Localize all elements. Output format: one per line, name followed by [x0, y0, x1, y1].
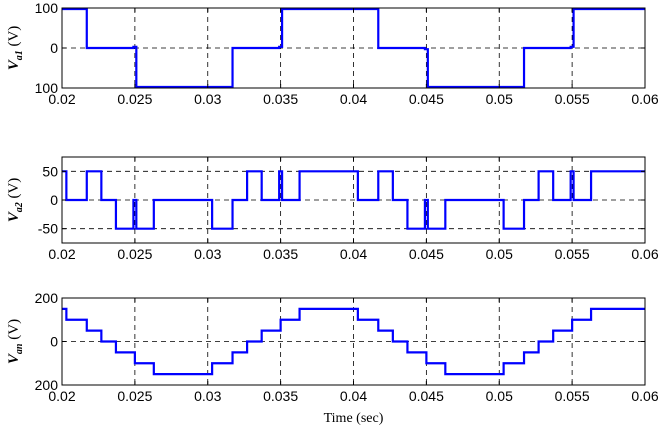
x-tick-label: 0.04	[340, 246, 367, 262]
y-tick-label: 100	[35, 80, 59, 96]
x-tick-label: 0.02	[48, 246, 75, 262]
x-tick-label: 0.02	[48, 388, 75, 404]
x-tick-label: 0.025	[117, 246, 152, 262]
y-tick-label: 0	[50, 334, 58, 350]
x-tick-label: 0.055	[555, 388, 590, 404]
y-tick-label: 200	[35, 290, 59, 306]
y-tick-label: 100	[35, 0, 59, 16]
x-tick-label: 0.025	[117, 91, 152, 107]
panel-1: 0.02 0.025 0.03 0.035 0.04 0.045 0.05 0.055 0.06…	[6, 0, 659, 107]
panel-3: 0.02 0.025 0.03 0.035 0.04 0.045 0.05 0.055 0.06…	[6, 290, 659, 426]
y-tick-label: 200	[35, 377, 59, 393]
y-tick-label: 0	[50, 192, 58, 208]
y-axis-label: Va2 (V)	[6, 178, 25, 223]
x-tick-label: 0.04	[340, 91, 367, 107]
x-tick-label: 0.05	[486, 246, 513, 262]
y-tick-label: 0	[50, 40, 58, 56]
x-tick-label: 0.045	[409, 246, 444, 262]
x-tick-label: 0.045	[409, 388, 444, 404]
x-tick-label: 0.06	[631, 246, 658, 262]
x-tick-label: 0.02	[48, 91, 75, 107]
x-tick-label: 0.05	[486, 388, 513, 404]
x-tick-label: 0.03	[194, 246, 221, 262]
x-tick-label: 0.055	[555, 246, 590, 262]
x-tick-label: 0.025	[117, 388, 152, 404]
x-axis-label: Time (sec)	[324, 411, 384, 426]
x-tick-label: 0.06	[631, 91, 658, 107]
x-tick-label: 0.05	[486, 91, 513, 107]
y-axis-label: Va1 (V)	[6, 26, 25, 71]
x-tick-label: 0.06	[631, 388, 658, 404]
series-line-1	[62, 7, 645, 89]
x-tick-label: 0.03	[194, 388, 221, 404]
x-tick-label: 0.055	[555, 91, 590, 107]
x-tick-label: 0.03	[194, 91, 221, 107]
x-tick-label: 0.045	[409, 91, 444, 107]
x-tick-label: 0.035	[263, 246, 298, 262]
x-tick-label: 0.035	[263, 91, 298, 107]
x-tick-label: 0.035	[263, 388, 298, 404]
x-tick-label: 0.04	[340, 388, 367, 404]
series-line-3	[62, 307, 645, 376]
y-tick-label: -50	[38, 221, 58, 237]
y-axis-label: Van (V)	[6, 319, 25, 364]
panel-2: 0.02 0.025 0.03 0.035 0.04 0.045 0.05 0.055 0.06…	[6, 156, 659, 262]
y-tick-label: 50	[42, 163, 58, 179]
series-line-2	[62, 170, 645, 230]
